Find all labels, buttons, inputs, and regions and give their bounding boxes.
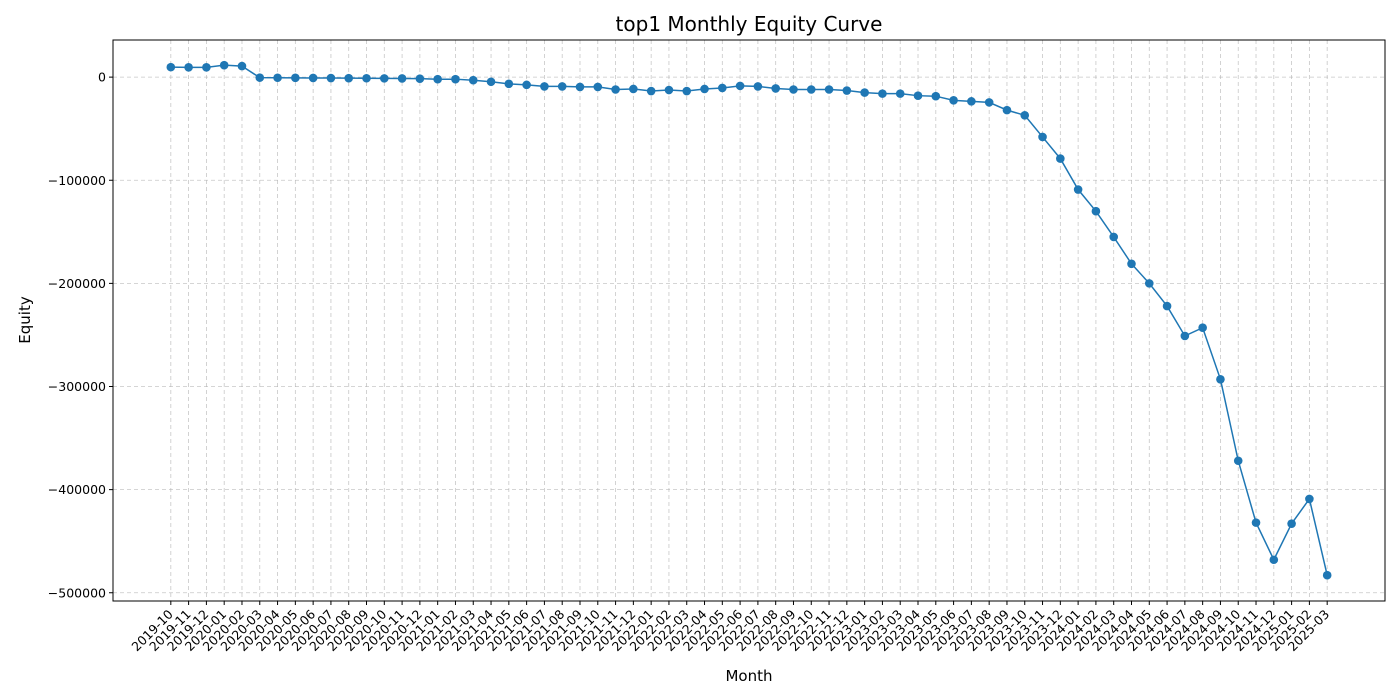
data-point xyxy=(593,82,603,92)
data-point xyxy=(1056,154,1065,163)
y-tick-label: 0 xyxy=(98,70,106,85)
data-point xyxy=(718,83,727,93)
data-point xyxy=(842,86,852,95)
data-point xyxy=(1216,374,1225,384)
data-point xyxy=(913,91,923,100)
data-point xyxy=(291,73,300,83)
data-point xyxy=(451,74,460,84)
data-point xyxy=(860,88,869,97)
data-point xyxy=(326,73,336,83)
data-point xyxy=(1109,232,1118,242)
y-tick-label: −200000 xyxy=(48,276,106,291)
y-tick-label: −500000 xyxy=(48,585,106,600)
data-point xyxy=(789,85,798,94)
data-point xyxy=(1198,323,1207,333)
data-point xyxy=(557,82,567,91)
data-point xyxy=(1322,570,1332,580)
data-point xyxy=(1251,518,1261,527)
data-point xyxy=(931,91,941,101)
data-point xyxy=(824,85,834,94)
data-point xyxy=(433,74,442,84)
data-point xyxy=(771,84,780,93)
data-point xyxy=(682,86,692,96)
data-point xyxy=(344,73,354,83)
data-point xyxy=(664,85,674,95)
data-point xyxy=(397,74,407,83)
data-point xyxy=(1144,279,1154,288)
data-point xyxy=(806,85,816,94)
data-point xyxy=(184,63,193,72)
data-point xyxy=(1073,185,1083,194)
data-point xyxy=(575,82,585,92)
data-point xyxy=(611,85,620,94)
data-point xyxy=(1287,519,1296,528)
data-point xyxy=(1002,105,1012,115)
y-axis-label: Equity xyxy=(16,296,34,344)
data-point xyxy=(1305,494,1314,504)
x-axis-label: Month xyxy=(725,667,772,685)
data-point xyxy=(166,62,176,72)
data-point xyxy=(1020,110,1030,120)
plot-frame xyxy=(112,39,1386,602)
data-point xyxy=(415,74,425,83)
data-point xyxy=(967,97,976,106)
data-point xyxy=(486,77,496,87)
data-point xyxy=(380,74,389,83)
data-point xyxy=(202,63,211,72)
data-point xyxy=(895,89,905,98)
data-point xyxy=(1127,259,1136,269)
data-point xyxy=(468,75,478,85)
data-point xyxy=(878,89,887,98)
data-point xyxy=(735,81,745,91)
data-point xyxy=(629,84,638,94)
data-point xyxy=(1180,331,1190,341)
data-point xyxy=(540,82,549,91)
data-point xyxy=(1162,301,1172,311)
y-tick-label: −100000 xyxy=(48,173,106,188)
data-point xyxy=(237,61,247,71)
data-point xyxy=(308,73,318,83)
data-point xyxy=(1269,555,1279,565)
data-point xyxy=(1091,206,1101,216)
data-point xyxy=(700,84,709,94)
data-point xyxy=(753,82,763,91)
data-point xyxy=(522,80,531,90)
data-point xyxy=(646,86,656,96)
data-point xyxy=(984,98,994,107)
y-tick-label: −300000 xyxy=(48,379,106,394)
y-tick-label: −400000 xyxy=(48,482,106,497)
data-point xyxy=(949,96,958,105)
data-point xyxy=(1233,456,1243,466)
data-point xyxy=(504,79,514,89)
data-point xyxy=(1038,132,1047,142)
data-point xyxy=(255,73,265,82)
data-point xyxy=(219,60,229,70)
data-point xyxy=(273,73,282,83)
data-point xyxy=(362,73,371,83)
chart-title: top1 Monthly Equity Curve xyxy=(616,12,883,36)
